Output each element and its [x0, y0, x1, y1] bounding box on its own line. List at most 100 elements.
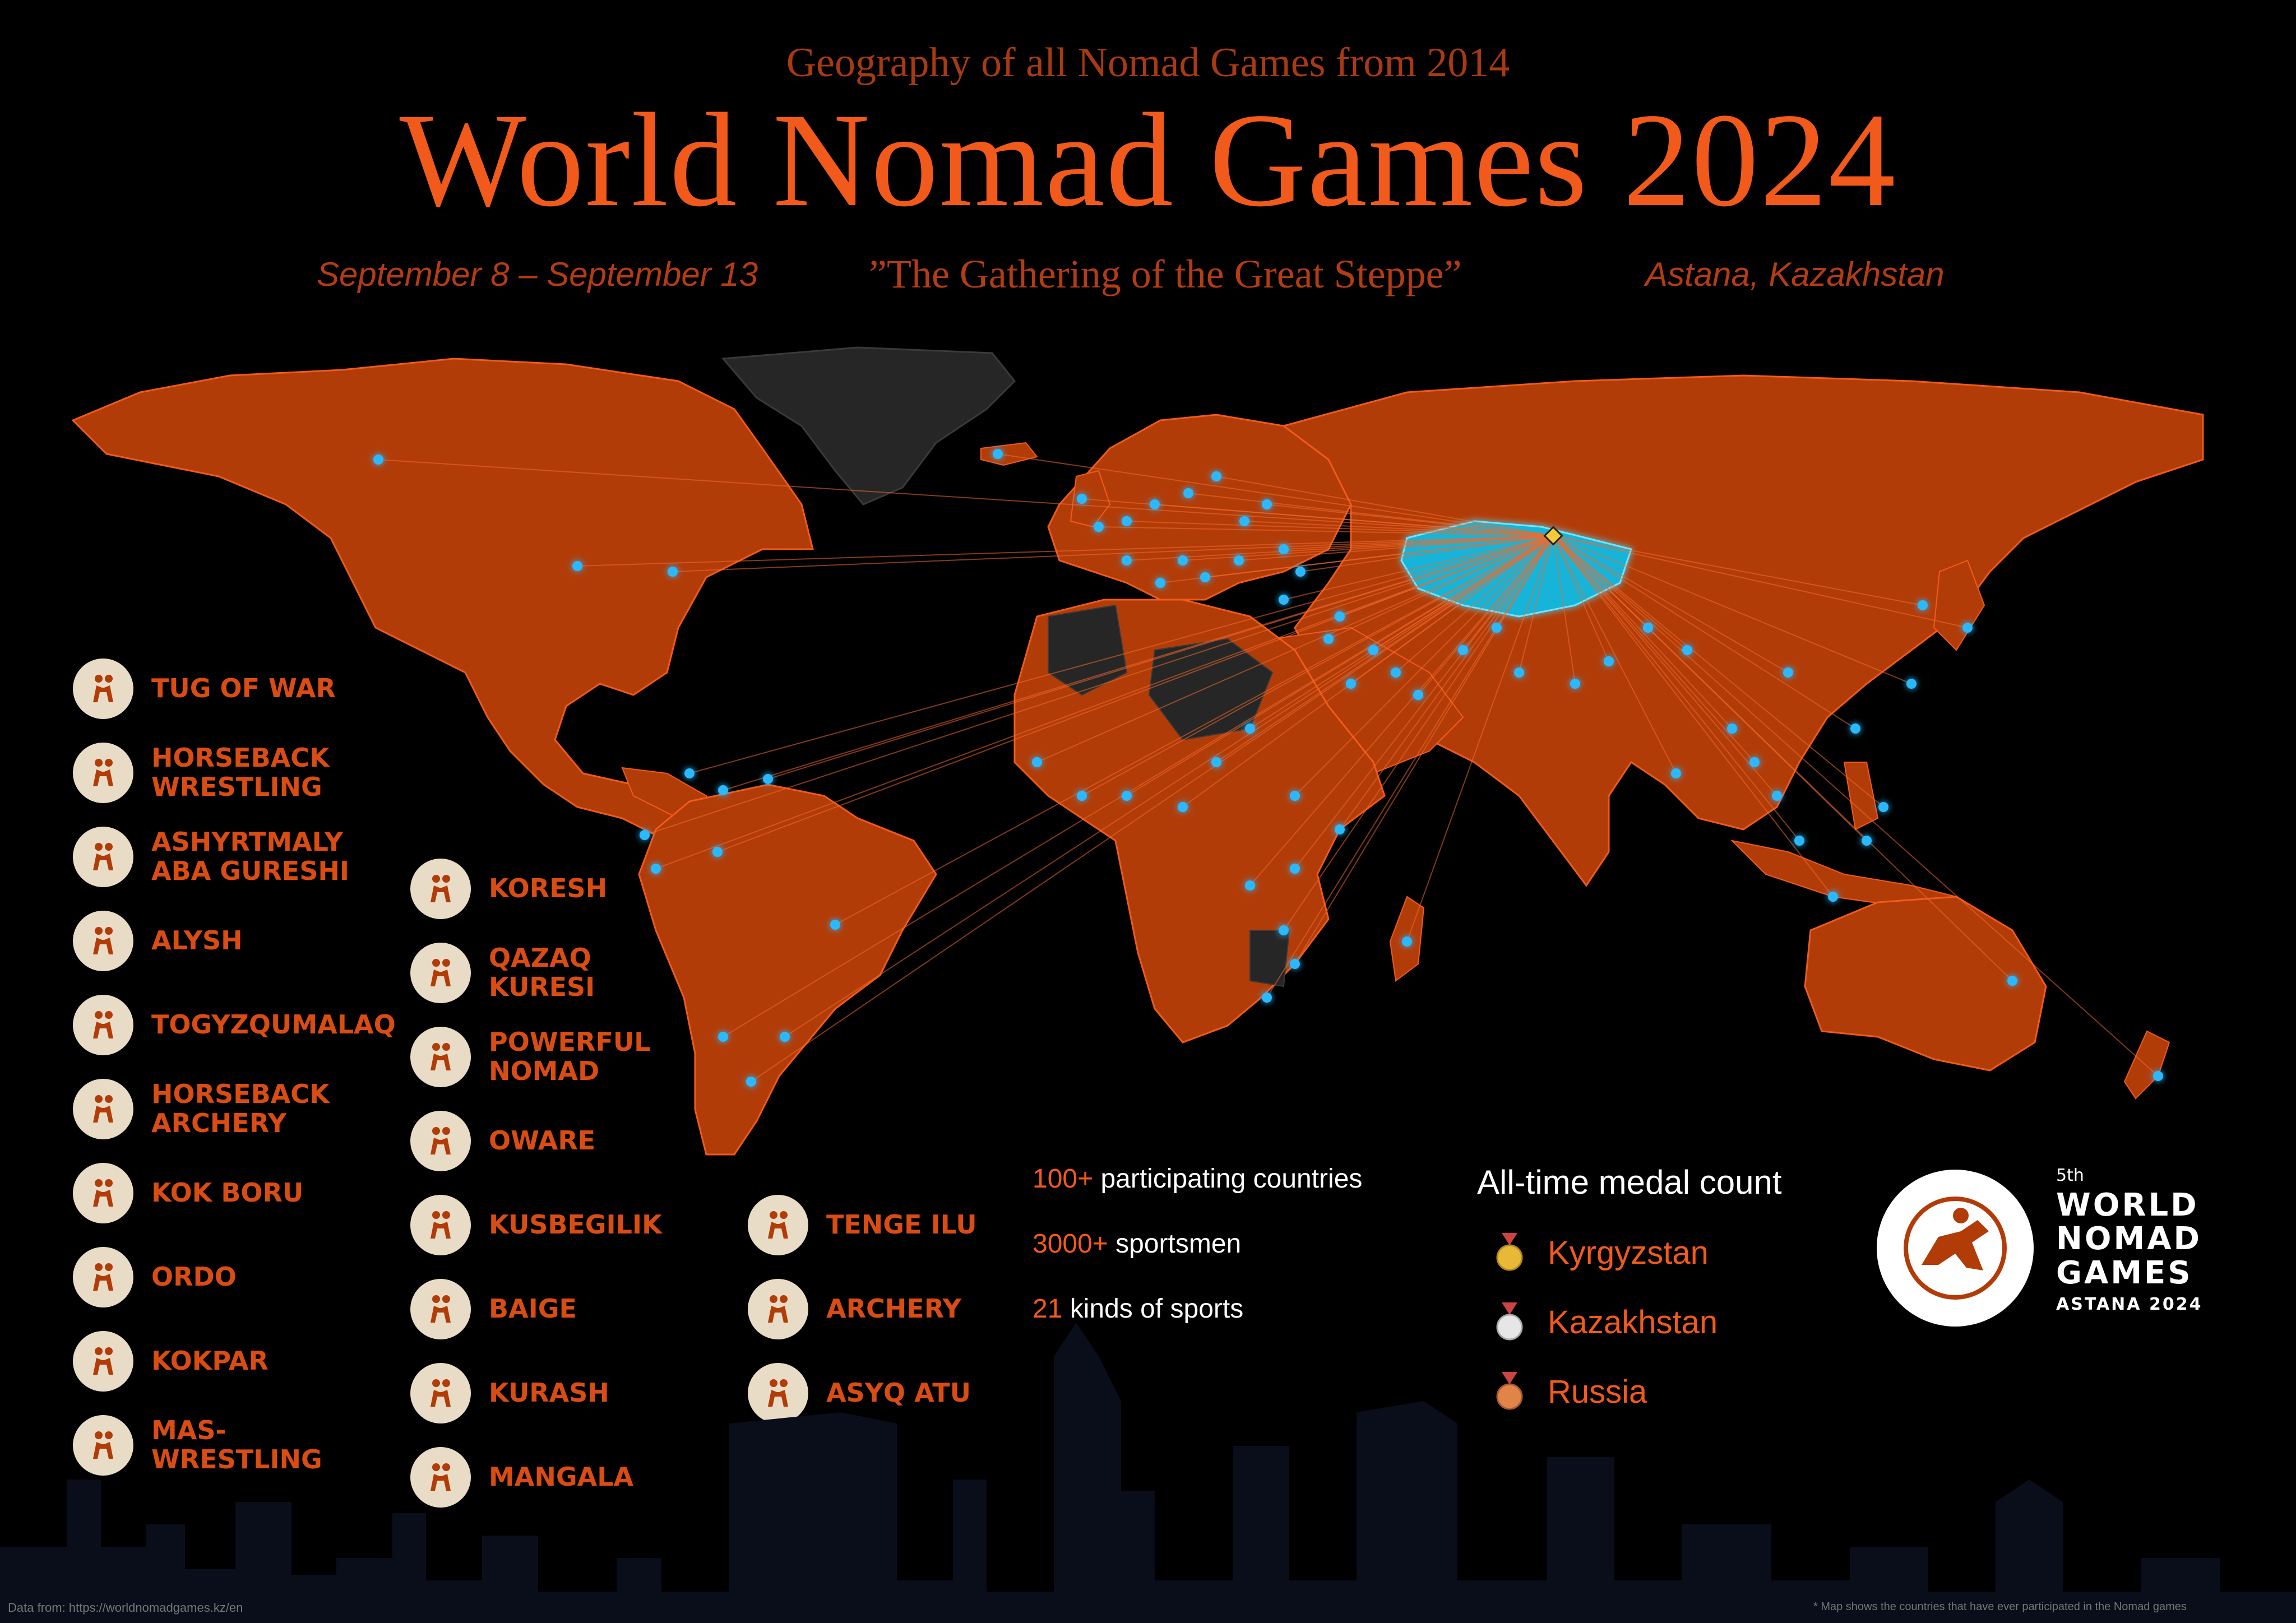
horse-rider-icon [73, 1331, 133, 1392]
participant-marker [572, 561, 582, 571]
participant-marker [684, 768, 695, 778]
connection-line [378, 459, 1554, 536]
north-america [71, 358, 814, 842]
connection-line [1283, 535, 1554, 931]
sport-item: ASYQ ATU [748, 1363, 1073, 1423]
throwing-icon [748, 1363, 808, 1423]
stat-sportsmen: 3000+ sportsmen [1033, 1229, 1242, 1259]
participant-marker [1290, 959, 1300, 969]
connection-line [1244, 521, 1554, 536]
sport-item: ASHYRTMALY ABA GURESHI [73, 827, 398, 887]
horse-rider-icon [1904, 1197, 2007, 1300]
participant-marker [1122, 791, 1132, 801]
connection-line [1283, 535, 1554, 600]
participant-markers [373, 449, 2163, 1087]
connection-line [1126, 535, 1554, 561]
participant-marker [718, 1032, 728, 1042]
connection-line [1519, 535, 1554, 673]
logo-line-2: NOMAD [2056, 1221, 2202, 1258]
sports-legend: TUG OF WAR HORSEBACK WRESTLING ASHYRTMALY … [73, 659, 1026, 1508]
sport-name: HORSEBACK ARCHERY [151, 1079, 330, 1138]
connection-line [1294, 535, 1554, 796]
connection-line [1205, 535, 1554, 578]
participant-marker [1727, 724, 1737, 734]
connection-line [1126, 535, 1554, 796]
connection-line [1339, 535, 1554, 830]
participant-marker [712, 847, 723, 857]
connection-line [997, 453, 1554, 536]
participant-marker [1239, 516, 1249, 526]
participant-marker [1862, 836, 1872, 846]
medal-country: Kyrgyzstan [1548, 1234, 1709, 1271]
participant-marker [1122, 516, 1132, 526]
connection-line [1553, 535, 1777, 796]
connection-line [1553, 535, 1609, 662]
sport-item: ARCHERY [748, 1279, 1073, 1339]
new-zealand [2123, 1030, 2170, 1100]
wrestling-icon [73, 827, 133, 887]
data-source: Data from: https://worldnomadgames.kz/en [8, 1601, 243, 1615]
sport-name: TUG OF WAR [151, 673, 336, 704]
connection-line [1266, 535, 1554, 998]
connection-line [1406, 535, 1554, 942]
logo-line-4: ASTANA 2024 [2056, 1295, 2203, 1315]
participant-marker [1335, 611, 1345, 622]
participant-marker [1155, 578, 1165, 588]
participant-marker [1604, 656, 1614, 666]
connection-line [1036, 535, 1554, 763]
participant-marker [1178, 555, 1188, 565]
participant-marker [1783, 667, 1793, 678]
australia [1804, 896, 2047, 1072]
british-isles [1070, 470, 1111, 528]
participant-marker [1918, 600, 1928, 610]
connection-line [1339, 535, 1554, 617]
horse-race-icon [410, 1279, 471, 1339]
sport-name: TENGE ILU [826, 1209, 977, 1240]
participant-marker [1962, 623, 1973, 633]
sport-name: KORESH [489, 873, 608, 904]
map-kicker: Geography of all Nomad Games from 2014 [786, 40, 1510, 86]
participant-marker [1077, 494, 1087, 504]
participant-marker [668, 567, 678, 577]
connection-line [1266, 504, 1554, 536]
participant-marker [1671, 768, 1681, 778]
sport-item: KURASH [410, 1363, 735, 1423]
connection-line [1081, 535, 1554, 796]
southern-africa-nonparticipant [1249, 930, 1290, 987]
participant-marker [1279, 925, 1289, 935]
sport-item: TUG OF WAR [73, 659, 398, 719]
participant-marker [718, 785, 728, 795]
connection-line [1249, 535, 1554, 729]
connection-line [1553, 535, 1912, 684]
participant-marker [1794, 836, 1804, 846]
connection-line [1553, 535, 1968, 628]
wrestling-icon [410, 859, 471, 919]
connection-line [1238, 535, 1554, 561]
connection-line [1553, 535, 2013, 981]
games-logo-emblem [1877, 1170, 2034, 1327]
continents [71, 346, 2204, 1156]
sport-item: OWARE [410, 1111, 735, 1171]
participant-marker [1150, 499, 1160, 509]
participant-marker [1402, 936, 1412, 947]
board-game-icon [73, 995, 133, 1055]
sport-name: BAIGE [489, 1293, 577, 1324]
participant-marker [1878, 802, 1888, 812]
connection-line [1553, 535, 1800, 841]
medal-row-2: Kazakhstan [1494, 1302, 1718, 1342]
horseback-wrestling-icon [73, 743, 133, 803]
medal-row-1: Kyrgyzstan [1494, 1233, 1709, 1272]
participant-marker [640, 830, 650, 840]
philippines [1843, 762, 1879, 831]
map-title: World Nomad Games 2024 [399, 85, 1897, 234]
connection-line [1395, 535, 1554, 673]
participant-marker [1279, 595, 1289, 605]
connection-line [1553, 535, 1789, 673]
participant-marker [1458, 645, 1468, 655]
connection-line [1126, 521, 1554, 536]
sport-item: KORESH [410, 859, 735, 919]
participant-marker [1346, 679, 1356, 689]
mas-wrestling-icon [73, 1415, 133, 1476]
horse-rider-icon [73, 1163, 133, 1223]
event-motto: ”The Gathering of the Great Steppe” [869, 252, 1462, 296]
